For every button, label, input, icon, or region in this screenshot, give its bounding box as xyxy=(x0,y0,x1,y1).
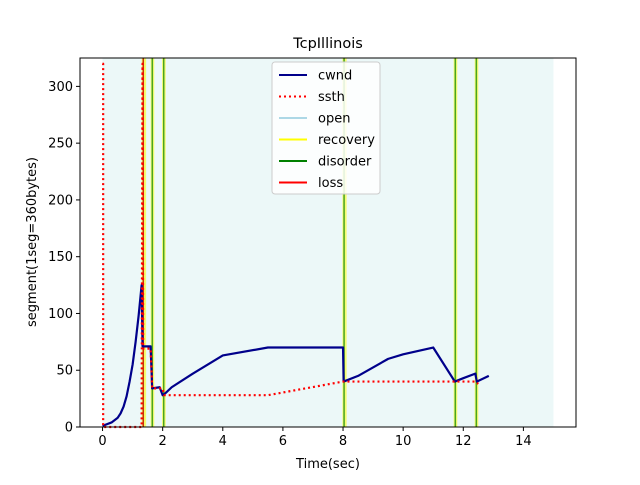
x-tick-label-2: 2 xyxy=(159,434,167,449)
y-tick-label-0: 0 xyxy=(65,421,73,436)
loss-region-0 xyxy=(142,58,145,427)
y-axis: 0 50 100 150 200 250 300 xyxy=(48,80,80,436)
disorder-region-3 xyxy=(343,58,345,427)
chart-title: TcpIllinois xyxy=(292,36,363,52)
series-cwnd xyxy=(102,283,490,427)
x-tick-label-6: 6 xyxy=(279,434,287,449)
x-tick-label-8: 8 xyxy=(339,434,347,449)
y-tick-label-100: 100 xyxy=(48,307,73,322)
y-axis-title: segment(1seg=360bytes) xyxy=(25,157,40,327)
legend-label-loss: loss xyxy=(318,176,343,191)
legend-label-disorder: disorder xyxy=(318,155,372,170)
legend-label-ssth: ssth xyxy=(318,90,345,105)
disorder-region-1 xyxy=(151,58,154,427)
x-tick-label-4: 4 xyxy=(219,434,227,449)
x-tick-label-0: 0 xyxy=(98,434,106,449)
y-tick-label-150: 150 xyxy=(48,250,73,265)
legend-label-recovery: recovery xyxy=(318,133,375,148)
x-axis-title: Time(sec) xyxy=(295,457,360,472)
y-tick-label-200: 200 xyxy=(48,193,73,208)
disorder-region-4 xyxy=(454,58,457,427)
legend-label-cwnd: cwnd xyxy=(318,69,352,84)
disorder-region-5 xyxy=(475,58,478,427)
legend: cwnd ssth open recovery disorder loss xyxy=(271,61,381,195)
x-axis: 0 2 4 6 8 10 12 14 xyxy=(98,427,532,449)
x-tick-label-10: 10 xyxy=(395,434,412,449)
plot-frame xyxy=(79,57,577,428)
y-tick-label-300: 300 xyxy=(48,80,73,95)
disorder-region-2 xyxy=(162,58,165,427)
y-tick-label-50: 50 xyxy=(56,364,73,379)
legend-label-open: open xyxy=(318,112,350,127)
x-tick-label-14: 14 xyxy=(515,434,532,449)
x-tick-label-12: 12 xyxy=(455,434,472,449)
y-tick-label-250: 250 xyxy=(48,137,73,152)
